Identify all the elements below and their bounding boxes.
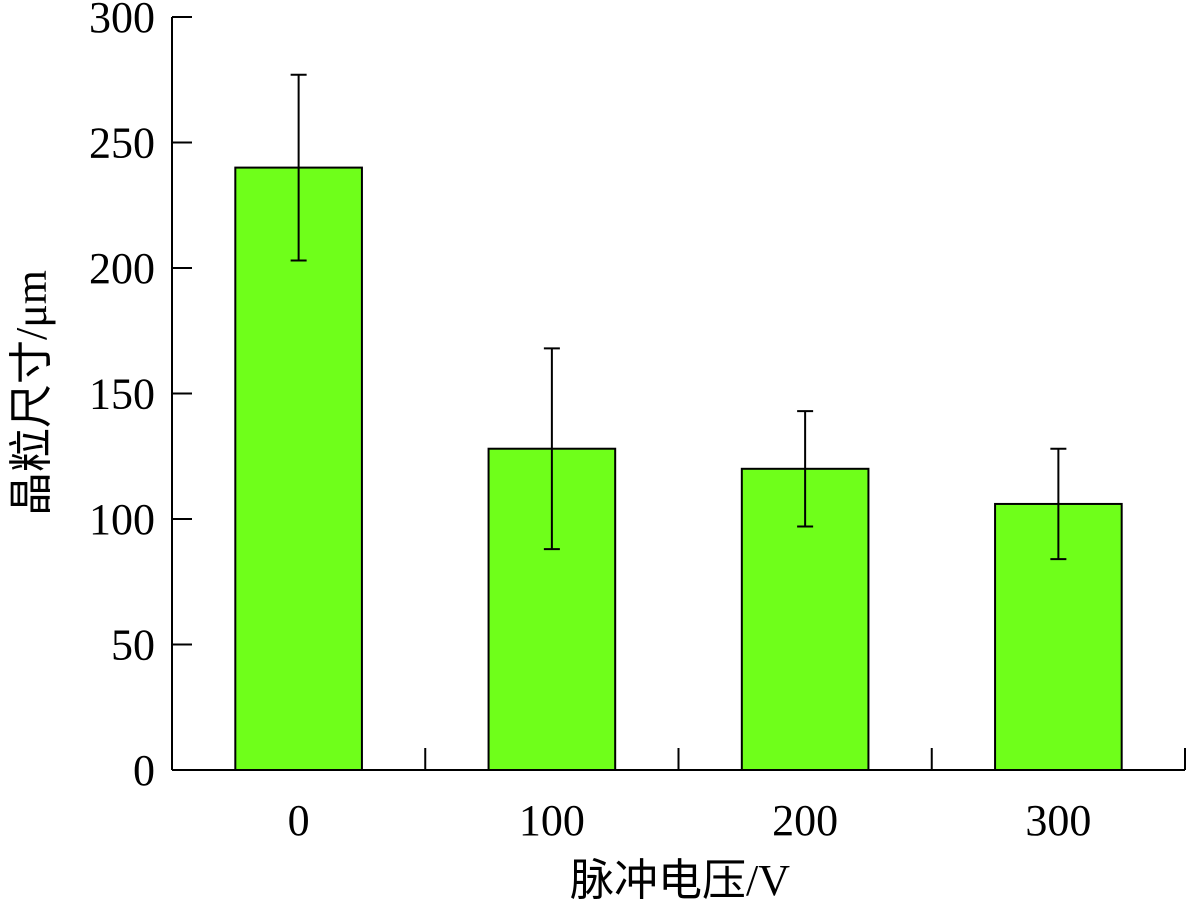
y-tick-label-250: 250 bbox=[89, 119, 155, 168]
y-tick-label-0: 0 bbox=[133, 746, 155, 795]
y-tick-label-50: 50 bbox=[111, 621, 155, 670]
x-ticks-group: 0 100 200 300 bbox=[288, 748, 1186, 845]
bars-group bbox=[234, 166, 1123, 772]
y-ticks-group: 0 50 100 150 200 250 300 bbox=[89, 0, 192, 795]
error-bars-group bbox=[290, 73, 1067, 561]
y-tick-label-300: 300 bbox=[89, 0, 155, 42]
bar-0 bbox=[234, 166, 363, 772]
x-tick-label-200: 200 bbox=[772, 796, 838, 845]
x-axis-title: 脉冲电压/V bbox=[570, 856, 790, 905]
x-tick-label-300: 300 bbox=[1025, 796, 1091, 845]
x-tick-label-0: 0 bbox=[288, 796, 310, 845]
y-tick-label-200: 200 bbox=[89, 244, 155, 293]
y-tick-label-100: 100 bbox=[89, 495, 155, 544]
y-tick-label-150: 150 bbox=[89, 370, 155, 419]
x-tick-label-100: 100 bbox=[519, 796, 585, 845]
y-axis-title: 晶粒尺寸/μm bbox=[7, 270, 56, 516]
